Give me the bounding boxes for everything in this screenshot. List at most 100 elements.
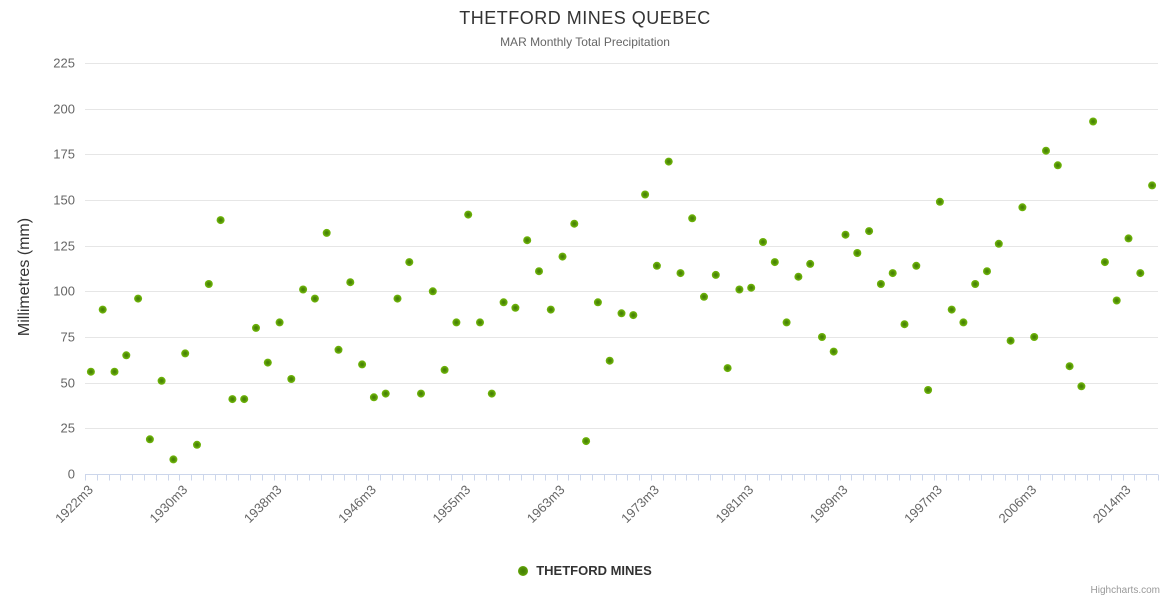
data-point[interactable] xyxy=(1065,362,1074,371)
data-point[interactable] xyxy=(1136,269,1145,278)
data-point[interactable] xyxy=(983,267,991,276)
data-point[interactable] xyxy=(511,303,520,312)
data-point[interactable] xyxy=(912,261,921,270)
data-point[interactable] xyxy=(853,249,862,257)
data-point[interactable] xyxy=(652,261,661,270)
data-point[interactable] xyxy=(947,305,956,314)
data-point[interactable] xyxy=(546,305,555,314)
data-point[interactable] xyxy=(593,298,602,307)
y-tick-label: 75 xyxy=(61,330,75,345)
data-point[interactable] xyxy=(252,323,260,332)
data-point[interactable] xyxy=(216,216,225,225)
data-point[interactable] xyxy=(1089,117,1098,126)
legend-label: THETFORD MINES xyxy=(536,563,652,578)
data-point[interactable] xyxy=(110,367,119,376)
data-point[interactable] xyxy=(700,292,708,301)
data-point[interactable] xyxy=(98,305,107,314)
data-point[interactable] xyxy=(1148,181,1157,190)
data-point[interactable] xyxy=(994,239,1003,248)
data-point[interactable] xyxy=(193,440,201,449)
data-point[interactable] xyxy=(865,227,874,236)
data-point[interactable] xyxy=(440,365,449,374)
data-point[interactable] xyxy=(1077,382,1086,391)
data-point[interactable] xyxy=(617,309,626,318)
data-point[interactable] xyxy=(806,259,815,268)
data-point[interactable] xyxy=(1100,258,1109,267)
data-point[interactable] xyxy=(794,272,803,281)
data-point[interactable] xyxy=(641,190,650,199)
data-point[interactable] xyxy=(169,455,178,464)
data-point[interactable] xyxy=(770,258,779,267)
data-point[interactable] xyxy=(711,270,720,279)
data-point[interactable] xyxy=(935,197,944,206)
data-point[interactable] xyxy=(1112,296,1121,305)
data-point[interactable] xyxy=(334,345,343,354)
data-point[interactable] xyxy=(346,278,355,287)
data-point[interactable] xyxy=(1030,333,1039,341)
data-point[interactable] xyxy=(287,375,296,383)
data-point[interactable] xyxy=(747,283,756,292)
data-point[interactable] xyxy=(876,280,885,288)
data-point[interactable] xyxy=(405,258,414,267)
data-point[interactable] xyxy=(228,395,237,404)
data-point[interactable] xyxy=(1018,203,1027,212)
legend-marker-icon xyxy=(518,565,529,576)
data-point[interactable] xyxy=(688,214,697,223)
data-point[interactable] xyxy=(535,267,543,276)
data-point[interactable] xyxy=(924,386,933,394)
data-point[interactable] xyxy=(723,364,732,373)
data-point[interactable] xyxy=(464,210,473,219)
data-point[interactable] xyxy=(959,318,968,327)
data-point[interactable] xyxy=(1124,234,1133,243)
data-point[interactable] xyxy=(145,435,154,444)
data-point[interactable] xyxy=(841,230,850,239)
data-point[interactable] xyxy=(759,238,767,246)
data-point[interactable] xyxy=(570,219,579,228)
data-point[interactable] xyxy=(310,294,319,303)
data-point[interactable] xyxy=(86,367,95,376)
data-point[interactable] xyxy=(417,389,425,398)
data-point[interactable] xyxy=(664,157,673,166)
data-point[interactable] xyxy=(523,236,532,245)
data-point[interactable] xyxy=(1042,146,1050,155)
data-point[interactable] xyxy=(381,389,390,398)
data-point[interactable] xyxy=(240,395,249,404)
data-point[interactable] xyxy=(888,269,897,278)
data-point[interactable] xyxy=(818,333,826,341)
data-point[interactable] xyxy=(369,393,378,402)
data-point[interactable] xyxy=(900,320,909,329)
x-tick-label: 1963m3 xyxy=(524,482,568,526)
y-tick-label: 0 xyxy=(68,467,75,482)
data-point[interactable] xyxy=(428,287,437,296)
data-point[interactable] xyxy=(134,294,143,303)
x-tick-label: 1938m3 xyxy=(241,482,285,526)
data-point[interactable] xyxy=(122,351,131,360)
data-point[interactable] xyxy=(735,285,744,294)
data-point[interactable] xyxy=(629,311,638,320)
data-point[interactable] xyxy=(782,318,791,327)
data-point[interactable] xyxy=(181,349,190,358)
data-point[interactable] xyxy=(452,318,461,327)
data-point[interactable] xyxy=(676,269,685,278)
data-point[interactable] xyxy=(558,252,567,261)
data-point[interactable] xyxy=(204,280,213,288)
data-point[interactable] xyxy=(971,280,980,288)
data-point[interactable] xyxy=(322,228,331,237)
data-point[interactable] xyxy=(476,318,484,327)
data-point[interactable] xyxy=(499,298,508,307)
data-point[interactable] xyxy=(487,389,496,398)
data-point[interactable] xyxy=(1053,161,1062,170)
data-point[interactable] xyxy=(829,347,838,356)
x-tick-label: 1930m3 xyxy=(147,482,191,526)
highcharts-credit-link[interactable]: Highcharts.com xyxy=(1090,585,1160,596)
legend-item-thetford-mines[interactable]: THETFORD MINES xyxy=(0,563,1170,578)
data-point[interactable] xyxy=(358,360,367,369)
data-point[interactable] xyxy=(157,376,166,385)
data-point[interactable] xyxy=(275,318,284,327)
data-point[interactable] xyxy=(1006,336,1015,345)
data-point[interactable] xyxy=(393,294,402,303)
data-point[interactable] xyxy=(582,437,591,446)
data-point[interactable] xyxy=(605,356,614,365)
data-point[interactable] xyxy=(263,358,272,367)
data-point[interactable] xyxy=(299,285,308,294)
